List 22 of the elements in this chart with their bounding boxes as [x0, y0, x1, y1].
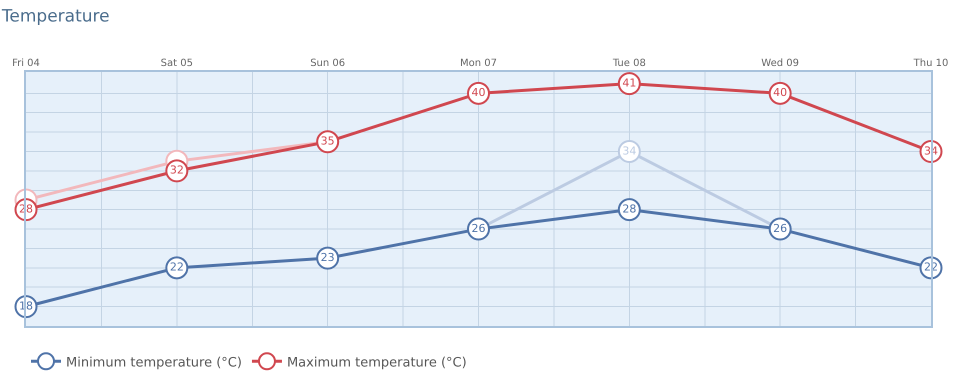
data-label: 34 — [622, 144, 636, 158]
x-tick-label: Fri 04 — [12, 58, 40, 69]
x-tick-label: Thu 10 — [912, 58, 948, 69]
data-label: 40 — [472, 86, 486, 100]
data-label: 26 — [773, 222, 788, 235]
data-label: 23 — [320, 250, 335, 264]
data-label: 41 — [622, 76, 636, 90]
data-label: 26 — [472, 222, 486, 235]
data-label: 28 — [622, 202, 636, 216]
data-label: 35 — [320, 134, 335, 148]
data-label: 40 — [773, 86, 788, 100]
x-tick-label: Wed 09 — [761, 58, 800, 69]
data-label: 22 — [170, 260, 184, 274]
chart-title: Temperature — [0, 6, 110, 27]
x-tick-label: Sun 06 — [310, 58, 346, 69]
x-tick-label: Sat 05 — [160, 58, 193, 69]
data-label: 18 — [19, 299, 33, 312]
x-tick-label: Mon 07 — [460, 58, 497, 69]
x-tick-label: Tue 08 — [612, 58, 646, 69]
legend-label: Minimum temperature (°C) — [66, 355, 242, 370]
data-label: 32 — [170, 164, 184, 177]
legend-label: Maximum temperature (°C) — [286, 355, 467, 370]
